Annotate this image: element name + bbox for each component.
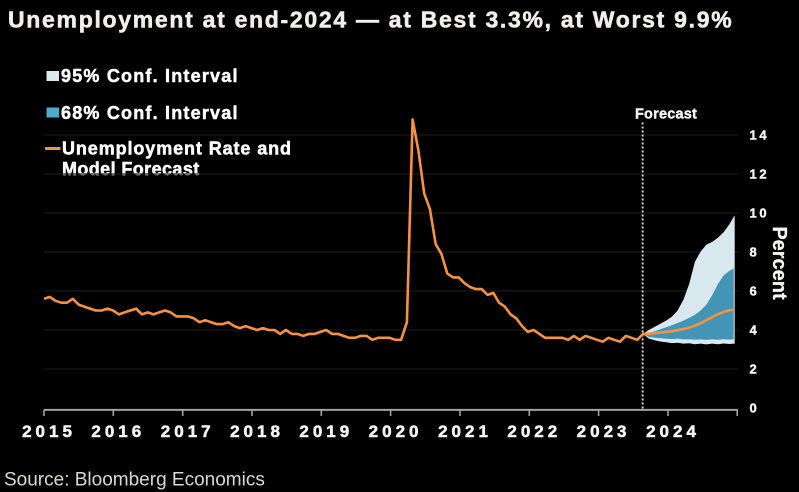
svg-text:Percent: Percent	[768, 226, 790, 300]
svg-text:2023: 2023	[577, 422, 631, 441]
svg-text:10: 10	[750, 205, 770, 220]
svg-text:Source: Bloomberg Economics: Source: Bloomberg Economics	[4, 470, 265, 491]
svg-text:68% Conf. Interval: 68% Conf. Interval	[61, 103, 239, 123]
svg-text:95% Conf. Interval: 95% Conf. Interval	[61, 66, 239, 86]
svg-text:2015: 2015	[22, 422, 76, 441]
svg-text:Model Forecast: Model Forecast	[62, 159, 200, 179]
svg-text:2016: 2016	[91, 422, 145, 441]
svg-text:Unemployment at end-2024 — at: Unemployment at end-2024 — at Best 3.3%,…	[8, 7, 733, 33]
svg-text:4: 4	[750, 322, 760, 337]
svg-text:2019: 2019	[299, 422, 353, 441]
svg-text:Forecast: Forecast	[635, 107, 697, 123]
svg-text:6: 6	[750, 283, 760, 298]
svg-text:2017: 2017	[161, 422, 215, 441]
svg-text:2: 2	[750, 361, 760, 376]
svg-text:2020: 2020	[369, 422, 423, 441]
svg-text:2018: 2018	[230, 422, 284, 441]
svg-text:0: 0	[750, 400, 760, 415]
svg-text:2022: 2022	[507, 422, 561, 441]
svg-text:8: 8	[750, 244, 760, 259]
svg-text:2021: 2021	[438, 422, 492, 441]
svg-text:Unemployment Rate and: Unemployment Rate and	[62, 139, 292, 159]
svg-text:14: 14	[750, 127, 770, 142]
svg-text:12: 12	[750, 166, 770, 181]
svg-text:2024: 2024	[646, 422, 700, 441]
